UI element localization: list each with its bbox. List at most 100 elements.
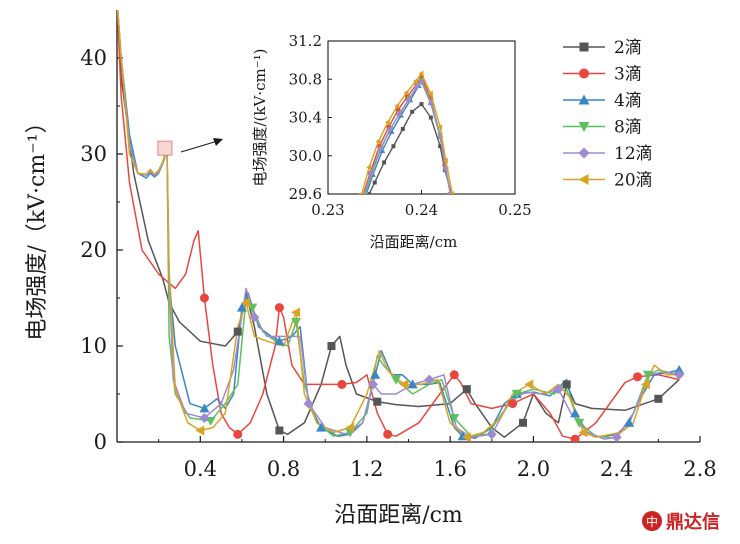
data-point-marker (383, 429, 393, 439)
inset-data-point-marker (377, 146, 384, 153)
series-line (117, 10, 680, 440)
inset-data-point-marker (391, 144, 396, 149)
inset-series-layer (358, 70, 455, 194)
data-point-marker (199, 413, 210, 423)
inset-data-point-marker (410, 109, 415, 114)
data-point-marker (399, 379, 409, 390)
main-plot: 0 10 20 30 40 0.4 0.8 1.2 1.6 2.0 2.4 2.8 沿面距离/cm 电场强… (25, 10, 717, 528)
x-tick-label: 2.8 (683, 457, 716, 481)
data-point-marker (274, 303, 284, 313)
data-point-marker (654, 394, 663, 403)
x-tick-label: 2.4 (600, 457, 633, 481)
inset-x-axis-label: 沿面距离/cm (370, 233, 458, 251)
zoom-callout (157, 138, 223, 156)
data-point-marker (291, 318, 302, 327)
data-point-marker (233, 327, 242, 336)
data-point-marker (642, 370, 653, 380)
y-axis-label: 电场强度/（kV·cm⁻¹） (25, 111, 50, 340)
data-point-marker (241, 297, 251, 308)
legend-label: 3滴 (614, 65, 642, 85)
data-point-marker (199, 293, 209, 303)
data-point-marker (570, 408, 581, 418)
x-tick-label: 0.4 (184, 457, 217, 481)
data-point-marker (674, 369, 685, 380)
inset-data-point-marker (375, 138, 381, 145)
legend-swatch-marker (578, 147, 590, 159)
data-point-marker (511, 390, 522, 399)
data-point-marker (486, 429, 497, 440)
data-point-marker (640, 379, 650, 390)
data-point-marker (233, 429, 243, 439)
data-point-marker (275, 426, 284, 435)
data-point-marker (461, 432, 471, 442)
inset-data-point-marker (372, 180, 377, 185)
inset-data-point-marker (418, 70, 424, 77)
data-point-marker (570, 434, 580, 442)
data-point-marker (624, 417, 635, 427)
inset-data-point-marker (367, 192, 372, 194)
data-point-marker (368, 379, 379, 390)
inset-y-tick-label: 31.2 (289, 32, 322, 50)
data-point-marker (562, 380, 571, 389)
data-point-marker (553, 384, 564, 395)
x-tick-label: 2.0 (517, 457, 550, 481)
y-tick-label: 20 (80, 238, 107, 262)
data-point-marker (337, 379, 347, 389)
data-point-marker (345, 422, 355, 433)
watermark-logo-glyph: 中 (646, 514, 658, 529)
series-line (117, 10, 680, 438)
inset-data-point-marker (388, 128, 395, 134)
inset-series-line (363, 81, 452, 194)
data-point-marker (424, 374, 435, 385)
inset-data-point-marker (400, 126, 405, 131)
watermark: 中 鼎达信 (642, 511, 720, 533)
inset-data-point-marker (403, 89, 409, 96)
inset-frame (327, 40, 516, 195)
y-tick-label: 40 (80, 46, 107, 70)
data-point-marker (236, 302, 247, 312)
inset-data-point-marker (438, 144, 443, 149)
data-point-marker (449, 370, 459, 380)
inset-y-tick-label: 30.4 (289, 109, 322, 127)
data-point-marker (519, 418, 528, 427)
watermark-logo-icon (642, 511, 662, 531)
data-point-marker (199, 403, 210, 413)
inset-data-point-marker (449, 191, 455, 194)
inset-data-point-marker (437, 124, 443, 131)
inset-data-point-marker (405, 97, 412, 104)
legend-label: 8滴 (614, 118, 642, 138)
data-point-marker (327, 342, 336, 350)
inset-data-point-marker (358, 191, 364, 194)
data-point-marker (611, 432, 622, 442)
data-point-marker (449, 414, 460, 423)
data-point-marker (574, 418, 585, 428)
data-point-marker (274, 336, 285, 346)
data-point-marker (373, 397, 382, 406)
data-point-marker (633, 372, 643, 382)
data-point-marker (407, 379, 418, 389)
data-point-marker (391, 375, 402, 385)
inset-data-point-marker (428, 115, 433, 120)
inset-data-point-marker (394, 103, 400, 110)
zoom-arrow-line (180, 139, 222, 153)
inset-plot: 29.6 30.0 30.4 30.8 31.2 0.23 0.24 0.25 沿面距离/cm 电… (251, 32, 532, 251)
data-point-marker (316, 422, 327, 432)
legend-swatch-marker (579, 42, 589, 52)
inset-data-point-marker (413, 83, 420, 90)
y-tick-label: 30 (80, 142, 107, 166)
series-line (117, 10, 680, 440)
y-tick-label: 10 (80, 334, 107, 358)
inset-data-point-marker (386, 126, 393, 133)
inset-data-point-marker (427, 90, 433, 97)
data-point-marker (249, 312, 260, 323)
inset-data-point-marker (368, 169, 375, 176)
watermark-text: 鼎达信 (666, 511, 720, 533)
inset-data-point-marker (396, 111, 403, 118)
x-tick-label: 1.2 (350, 457, 383, 481)
legend: 2滴 3滴 4滴 8滴 12滴 20滴 (563, 38, 653, 191)
inset-data-point-marker (418, 79, 425, 86)
inset-x-tick-label: 0.23 (311, 201, 344, 219)
data-point-marker (195, 425, 205, 436)
legend-swatch-marker (579, 68, 589, 79)
